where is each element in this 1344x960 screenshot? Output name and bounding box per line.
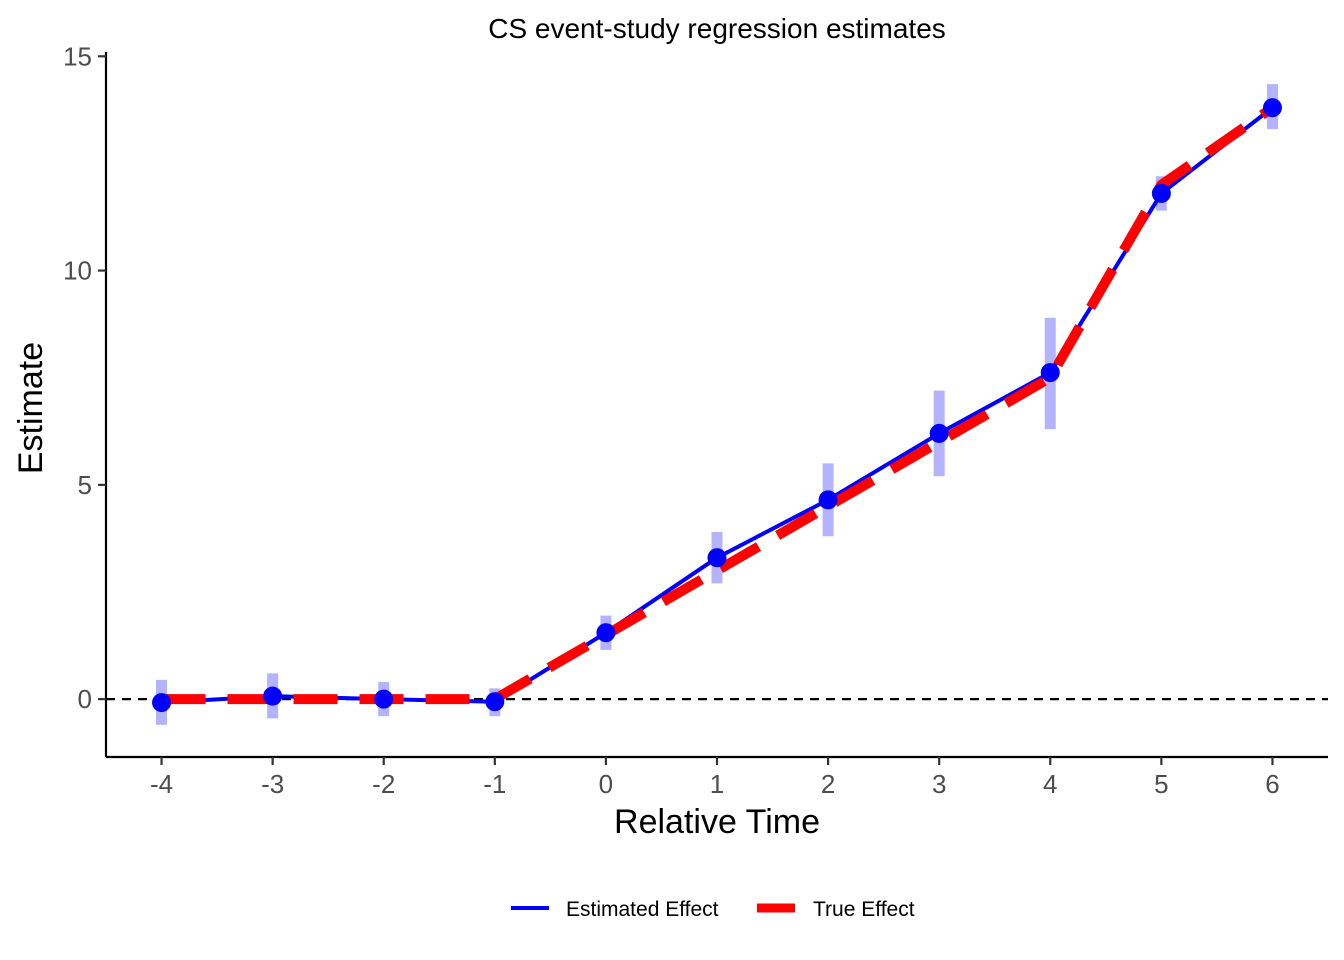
legend-label-estimated-effect: Estimated Effect xyxy=(566,898,719,921)
x-tick-label: 2 xyxy=(821,769,835,799)
estimate-point xyxy=(1040,363,1060,383)
estimate-point xyxy=(263,686,283,706)
estimate-point xyxy=(818,490,838,510)
y-axis-title: Estimate xyxy=(12,342,50,474)
series-points xyxy=(152,98,1282,713)
x-axis-title: Relative Time xyxy=(614,803,820,841)
legend: Estimated Effect True Effect xyxy=(511,898,915,921)
x-tick-label: 1 xyxy=(710,769,724,799)
x-tick-label: -4 xyxy=(150,769,173,799)
axes: 0 5 10 15 -4 -3 -2 -1 0 1 2 3 4 5 6 xyxy=(63,41,1328,799)
estimate-point xyxy=(1262,98,1282,118)
x-tick-label: 4 xyxy=(1043,769,1057,799)
estimate-point xyxy=(374,689,394,709)
x-tick-label: 5 xyxy=(1154,769,1168,799)
estimate-point xyxy=(929,423,949,443)
estimate-point xyxy=(596,623,616,643)
estimated-effect-line xyxy=(161,106,1274,705)
y-tick-label: 5 xyxy=(78,470,92,500)
x-tick-label: -3 xyxy=(261,769,284,799)
confidence-intervals xyxy=(156,84,1278,725)
series-lines xyxy=(161,103,1276,705)
x-axis-ticks: -4 -3 -2 -1 0 1 2 3 4 5 6 xyxy=(150,757,1280,799)
x-tick-label: 0 xyxy=(599,769,613,799)
estimate-point xyxy=(707,548,727,568)
x-tick-label: -2 xyxy=(372,769,395,799)
plot-area xyxy=(106,84,1328,725)
estimate-point xyxy=(485,692,505,712)
y-tick-label: 15 xyxy=(63,41,92,71)
estimate-point xyxy=(152,693,172,713)
legend-label-true-effect: True Effect xyxy=(813,898,915,921)
true-effect-line xyxy=(161,103,1276,705)
x-tick-label: -1 xyxy=(483,769,506,799)
x-tick-label: 3 xyxy=(932,769,946,799)
x-tick-label: 6 xyxy=(1265,769,1279,799)
y-axis-ticks: 0 5 10 15 xyxy=(63,41,106,714)
y-tick-label: 0 xyxy=(78,684,92,714)
y-tick-label: 10 xyxy=(63,256,92,286)
chart-title: CS event-study regression estimates xyxy=(488,13,946,44)
estimate-point xyxy=(1151,183,1171,203)
